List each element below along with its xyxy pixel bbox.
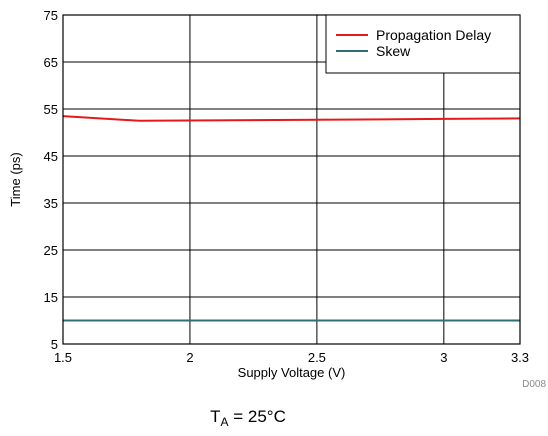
legend-box <box>325 14 521 74</box>
condition-sub: A <box>221 415 229 429</box>
x-tick-label: 2 <box>186 350 193 365</box>
condition-text: TA = 25°C <box>210 407 286 429</box>
plot-frame <box>62 14 521 345</box>
x-tick-label: 2.5 <box>308 350 326 365</box>
condition-main: T <box>210 407 220 426</box>
y-axis-label: Time (ps) <box>8 152 23 206</box>
y-tick-label: 15 <box>44 290 58 305</box>
y-tick-label: 5 <box>51 337 58 352</box>
x-axis-label: Supply Voltage (V) <box>238 365 346 380</box>
y-tick-label: 25 <box>44 243 58 258</box>
x-tick-label: 3.3 <box>511 350 529 365</box>
series-line <box>62 115 521 122</box>
y-tick-label: 75 <box>44 8 58 23</box>
y-tick-labels: 5 15 25 35 45 55 65 75 <box>44 8 58 352</box>
condition-rest: = 25°C <box>229 407 286 426</box>
y-tick-label: 65 <box>44 55 58 70</box>
series-lines <box>62 115 521 322</box>
legend-label: Skew <box>376 43 411 59</box>
legend-label: Propagation Delay <box>376 27 491 43</box>
x-tick-label: 1.5 <box>54 350 72 365</box>
figure-code: D008 <box>522 379 546 390</box>
x-tick-labels: 1.5 2 2.5 3 3.3 <box>54 350 529 365</box>
x-tick-label: 3 <box>440 350 447 365</box>
y-tick-label: 45 <box>44 149 58 164</box>
y-tick-label: 35 <box>44 196 58 211</box>
y-tick-label: 55 <box>44 102 58 117</box>
